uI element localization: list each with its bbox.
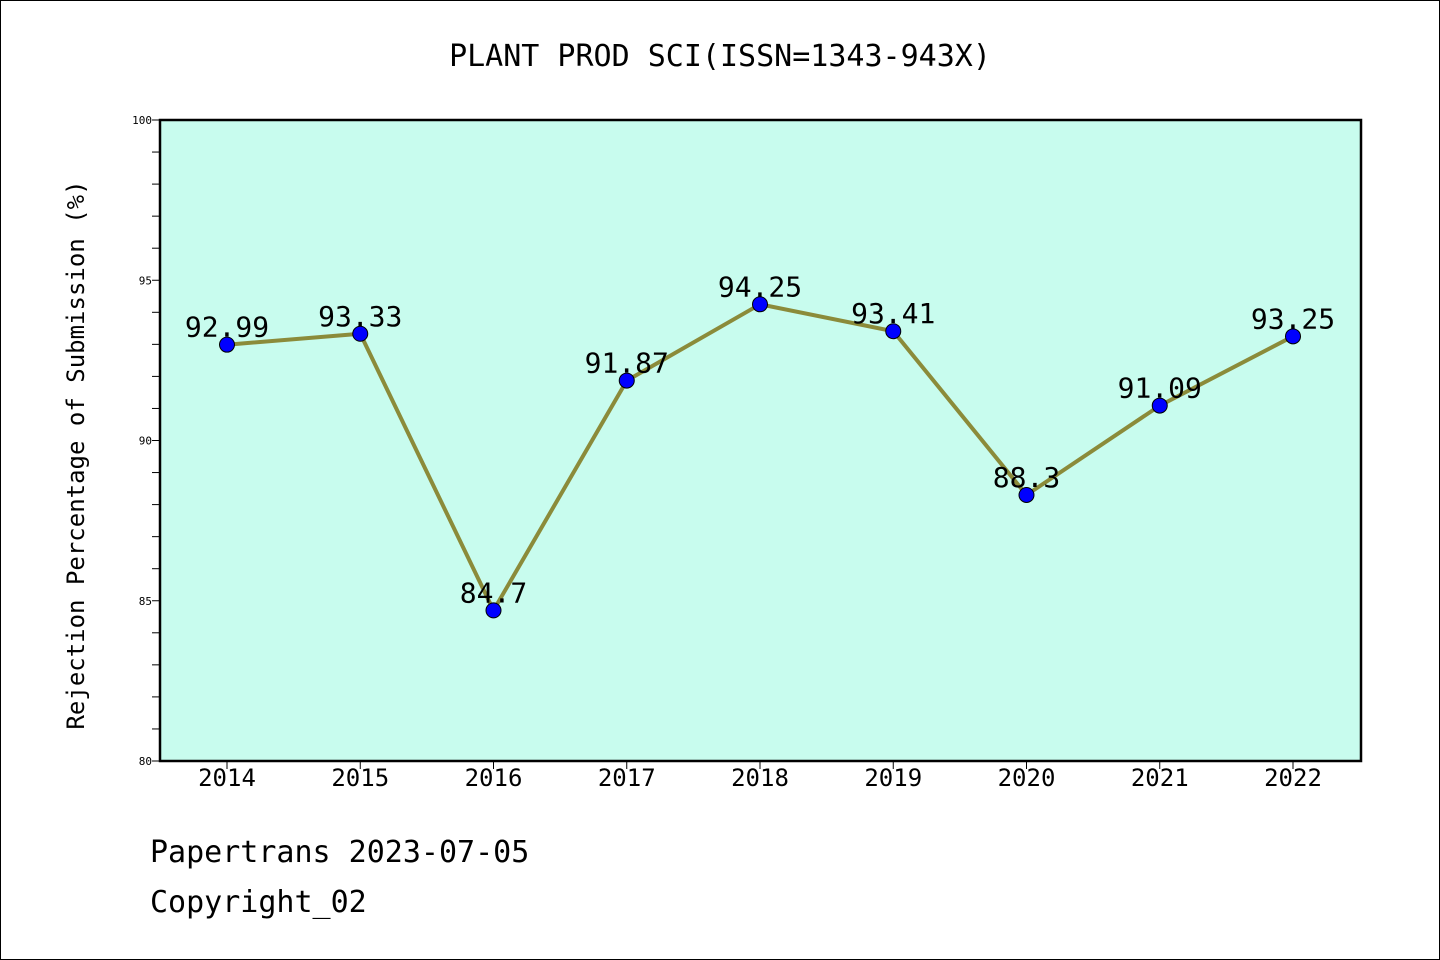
plot-area <box>158 118 1363 763</box>
x-tick-label: 2022 <box>1264 764 1322 792</box>
x-tick-label: 2019 <box>864 764 922 792</box>
y-tick-label: 90 <box>139 435 152 448</box>
x-axis: 2014 2015 2016 2017 2018 2019 2020 2021 2022 <box>198 761 1322 792</box>
x-tick-label: 2021 <box>1131 764 1189 792</box>
data-point <box>618 372 635 389</box>
data-point <box>352 325 369 342</box>
data-point <box>219 336 235 353</box>
y-axis-label: Rejection Percentage of Submission (%) <box>62 180 90 729</box>
x-tick-label: 2020 <box>998 764 1056 792</box>
y-tick-label: 80 <box>139 755 152 768</box>
data-point <box>1285 328 1301 345</box>
x-tick-label: 2018 <box>731 764 789 792</box>
y-minor-ticks <box>152 151 160 730</box>
footer-copyright: Copyright_02 <box>150 885 367 920</box>
y-axis: 80 85 90 95 100 <box>132 114 160 768</box>
x-tick-label: 2015 <box>331 764 389 792</box>
data-label: 94.25 <box>718 270 802 303</box>
footer-date: Papertrans 2023-07-05 <box>150 835 530 870</box>
data-point <box>1018 486 1035 503</box>
data-point <box>485 602 502 619</box>
data-point <box>752 296 768 313</box>
y-tick-label: 95 <box>139 274 152 287</box>
data-label: 93.41 <box>851 297 935 330</box>
data-label: 91.09 <box>1118 372 1202 405</box>
data-label: 84.7 <box>460 576 527 609</box>
data-markers <box>219 296 1301 619</box>
x-tick-label: 2017 <box>598 764 656 792</box>
data-label: 93.25 <box>1251 302 1335 335</box>
data-point <box>1151 397 1168 414</box>
data-label: 91.87 <box>585 347 669 380</box>
x-tick-label: 2016 <box>465 764 523 792</box>
data-label: 88.3 <box>993 461 1060 494</box>
data-labels: 92.99 93.33 84.7 91.87 94.25 93.41 88.3 91.09 93… <box>185 270 1335 609</box>
data-label: 92.99 <box>185 311 269 344</box>
data-label: 93.33 <box>318 300 402 333</box>
y-tick-label: 85 <box>139 595 152 608</box>
chart-title: PLANT PROD SCI(ISSN=1343-943X) <box>449 39 991 74</box>
y-tick-label: 100 <box>132 114 152 127</box>
x-tick-label: 2014 <box>198 764 256 792</box>
data-point <box>885 323 902 340</box>
